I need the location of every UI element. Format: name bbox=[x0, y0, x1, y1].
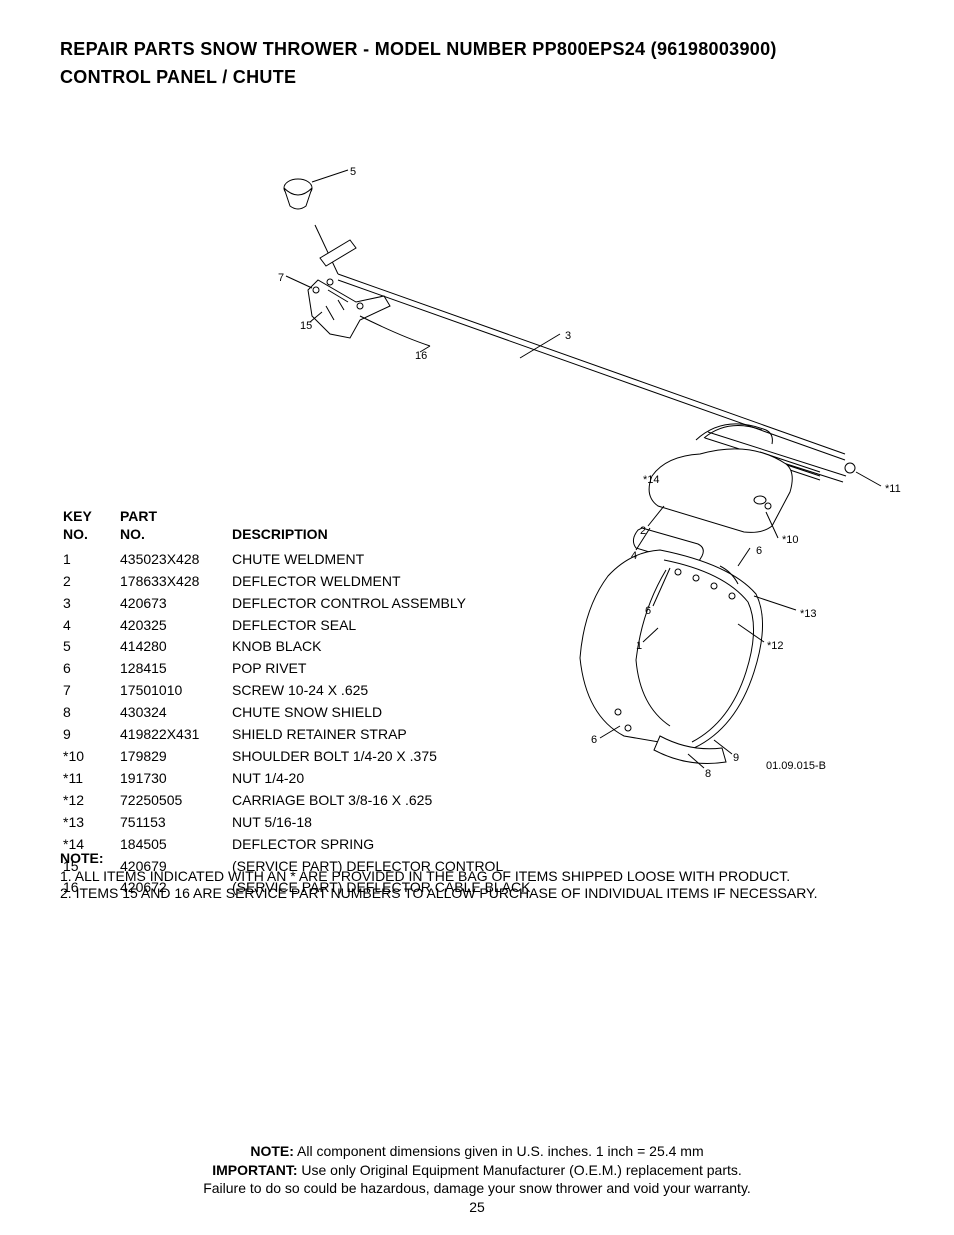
callout-6: 6 bbox=[645, 605, 651, 617]
callout-15: 15 bbox=[300, 320, 312, 332]
table-row: 717501010SCREW 10-24 X .625 bbox=[62, 681, 549, 701]
footer-important-text: Use only Original Equipment Manufacturer… bbox=[298, 1162, 742, 1178]
cell-desc: CHUTE SNOW SHIELD bbox=[231, 703, 549, 723]
footer-warning: Failure to do so could be hazardous, dam… bbox=[0, 1179, 954, 1197]
cell-key: 5 bbox=[62, 637, 117, 657]
cell-part: 17501010 bbox=[119, 681, 229, 701]
footer: NOTE: All component dimensions given in … bbox=[0, 1142, 954, 1197]
cell-key: *10 bbox=[62, 747, 117, 767]
col-desc-header: DESCRIPTION bbox=[231, 507, 549, 548]
notes-block: NOTE: 1. ALL ITEMS INDICATED WITH AN * A… bbox=[60, 850, 818, 903]
cell-key: 6 bbox=[62, 659, 117, 679]
cell-desc: CARRIAGE BOLT 3/8-16 X .625 bbox=[231, 791, 549, 811]
footer-note-text: All component dimensions given in U.S. i… bbox=[294, 1143, 704, 1159]
callout-16: 16 bbox=[415, 350, 427, 362]
cell-part: 430324 bbox=[119, 703, 229, 723]
callout-star13: *13 bbox=[800, 608, 817, 620]
title-line2: CONTROL PANEL / CHUTE bbox=[60, 64, 894, 92]
cell-desc: SHOULDER BOLT 1/4-20 X .375 bbox=[231, 747, 549, 767]
cell-desc: NUT 1/4-20 bbox=[231, 769, 549, 789]
cell-part: 751153 bbox=[119, 813, 229, 833]
col-part-header: PARTNO. bbox=[119, 507, 229, 548]
cell-desc: SHIELD RETAINER STRAP bbox=[231, 725, 549, 745]
title-line1: REPAIR PARTS SNOW THROWER - MODEL NUMBER… bbox=[60, 36, 894, 64]
cell-part: 420325 bbox=[119, 616, 229, 636]
table-row: *10179829SHOULDER BOLT 1/4-20 X .375 bbox=[62, 747, 549, 767]
cell-desc: SCREW 10-24 X .625 bbox=[231, 681, 549, 701]
cell-key: 9 bbox=[62, 725, 117, 745]
cell-desc: KNOB BLACK bbox=[231, 637, 549, 657]
notes-header: NOTE: bbox=[60, 850, 818, 868]
cell-part: 414280 bbox=[119, 637, 229, 657]
callout-4: 4 bbox=[631, 550, 637, 562]
cell-part: 72250505 bbox=[119, 791, 229, 811]
footer-important-label: IMPORTANT: bbox=[212, 1162, 297, 1178]
cell-part: 179829 bbox=[119, 747, 229, 767]
cell-part: 128415 bbox=[119, 659, 229, 679]
table-row: *1272250505CARRIAGE BOLT 3/8-16 X .625 bbox=[62, 791, 549, 811]
note-1: 1. ALL ITEMS INDICATED WITH AN * ARE PRO… bbox=[60, 868, 818, 886]
table-row: 8430324CHUTE SNOW SHIELD bbox=[62, 703, 549, 723]
callout-6: 6 bbox=[591, 734, 597, 746]
table-row: 2178633X428DEFLECTOR WELDMENT bbox=[62, 572, 549, 592]
cell-key: *12 bbox=[62, 791, 117, 811]
cell-desc: DEFLECTOR WELDMENT bbox=[231, 572, 549, 592]
cell-part: 191730 bbox=[119, 769, 229, 789]
callout-8: 8 bbox=[705, 768, 711, 780]
cell-part: 178633X428 bbox=[119, 572, 229, 592]
callout-6: 6 bbox=[756, 545, 762, 557]
parts-table: KEYNO. PARTNO. DESCRIPTION 1435023X428CH… bbox=[60, 505, 551, 900]
cell-part: 435023X428 bbox=[119, 550, 229, 570]
callout-9: 9 bbox=[733, 752, 739, 764]
callout-2: 2 bbox=[640, 525, 646, 537]
cell-desc: CHUTE WELDMENT bbox=[231, 550, 549, 570]
cell-key: 4 bbox=[62, 616, 117, 636]
cell-key: 2 bbox=[62, 572, 117, 592]
table-row: 9419822X431SHIELD RETAINER STRAP bbox=[62, 725, 549, 745]
cell-part: 419822X431 bbox=[119, 725, 229, 745]
callout-7: 7 bbox=[278, 272, 284, 284]
table-row: *11191730NUT 1/4-20 bbox=[62, 769, 549, 789]
table-row: 6128415POP RIVET bbox=[62, 659, 549, 679]
callout-star14: *14 bbox=[643, 474, 660, 486]
cell-key: 3 bbox=[62, 594, 117, 614]
table-row: 1435023X428CHUTE WELDMENT bbox=[62, 550, 549, 570]
cell-desc: DEFLECTOR SEAL bbox=[231, 616, 549, 636]
cell-key: 1 bbox=[62, 550, 117, 570]
callout-star11: *11 bbox=[885, 483, 901, 495]
cell-key: *13 bbox=[62, 813, 117, 833]
col-key-header: KEYNO. bbox=[62, 507, 117, 548]
callout-star12: *12 bbox=[767, 640, 784, 652]
callout-3: 3 bbox=[565, 330, 571, 342]
callout-1: 1 bbox=[636, 640, 642, 652]
table-row: 4420325DEFLECTOR SEAL bbox=[62, 616, 549, 636]
table-row: 5414280KNOB BLACK bbox=[62, 637, 549, 657]
table-row: *13751153NUT 5/16-18 bbox=[62, 813, 549, 833]
callout-5: 5 bbox=[350, 166, 356, 178]
drawing-number: 01.09.015-B bbox=[766, 760, 826, 772]
cell-desc: POP RIVET bbox=[231, 659, 549, 679]
callout-star10: *10 bbox=[782, 534, 799, 546]
table-row: 3420673DEFLECTOR CONTROL ASSEMBLY bbox=[62, 594, 549, 614]
note-2: 2. ITEMS 15 AND 16 ARE SERVICE PART NUMB… bbox=[60, 885, 818, 903]
footer-note-label: NOTE: bbox=[250, 1143, 294, 1159]
cell-desc: DEFLECTOR CONTROL ASSEMBLY bbox=[231, 594, 549, 614]
cell-desc: NUT 5/16-18 bbox=[231, 813, 549, 833]
cell-key: 8 bbox=[62, 703, 117, 723]
cell-key: 7 bbox=[62, 681, 117, 701]
page-number: 25 bbox=[0, 1199, 954, 1215]
cell-key: *11 bbox=[62, 769, 117, 789]
cell-part: 420673 bbox=[119, 594, 229, 614]
